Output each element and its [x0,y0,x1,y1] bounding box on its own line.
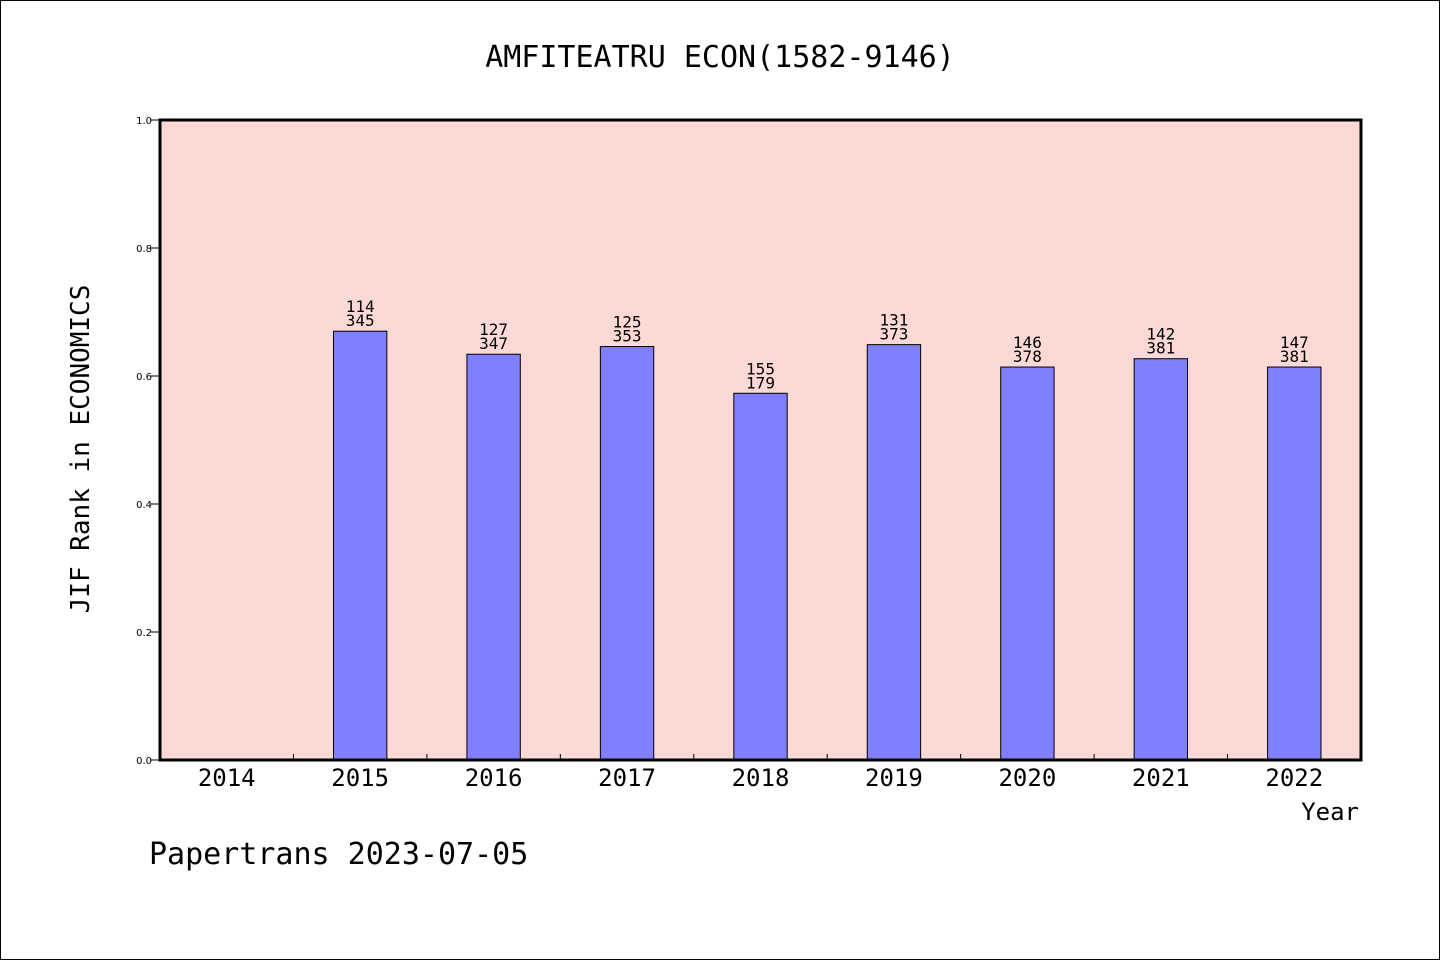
rank-label: 155 [746,359,775,378]
x-tick-label: 2017 [598,764,656,792]
x-tick-label: 2018 [732,764,790,792]
x-tick-label: 2021 [1132,764,1190,792]
x-axis-label: Year [1301,798,1359,826]
y-tick-label: 0.8 [136,244,152,255]
bar [1133,358,1189,761]
total-label: 347 [479,334,508,353]
bar [466,353,521,761]
total-label: 373 [879,325,908,344]
y-tick-label: 0.4 [136,500,152,511]
bar [332,330,388,761]
total-label: 179 [746,373,775,392]
rank-label: 125 [613,313,642,332]
x-tick-label: 2015 [331,764,389,792]
total-label: 381 [1146,339,1175,358]
total-label: 353 [613,327,642,346]
chart-title: AMFITEATRU ECON(1582-9146) [485,40,955,75]
x-axis: 2014 2015 2016 2017 2018 2019 2020 2021 2022 [198,754,1323,792]
x-tick-label: 2014 [198,764,256,792]
total-label: 381 [1280,347,1309,366]
total-label: 378 [1013,347,1042,366]
y-tick-label: 0.6 [136,372,152,383]
y-axis-label: JIF Rank in ECONOMICS [66,285,96,614]
y-axis: 0.0 0.2 0.4 0.6 0.8 1.0 [136,116,160,767]
y-tick-label: 0.2 [136,628,152,639]
y-tick-label: 0.0 [136,756,152,767]
bar [866,344,922,761]
x-tick-label: 2022 [1265,764,1323,792]
bar [733,392,788,761]
rank-label: 127 [479,320,508,339]
bar-series [332,330,1322,761]
rank-label: 147 [1280,333,1309,352]
x-tick-label: 2016 [465,764,523,792]
rank-label: 142 [1146,325,1175,344]
y-tick-label: 1.0 [136,116,152,127]
total-label: 345 [346,311,375,330]
bar [599,346,655,761]
bar [1267,366,1322,761]
plot-border [158,118,1363,762]
bar [1000,366,1055,761]
footer-text: Papertrans 2023-07-05 [149,837,528,872]
rank-label: 114 [346,297,375,316]
x-tick-label: 2019 [865,764,923,792]
x-tick-label: 2020 [998,764,1056,792]
rank-label: 131 [879,311,908,330]
rank-label: 146 [1013,333,1042,352]
